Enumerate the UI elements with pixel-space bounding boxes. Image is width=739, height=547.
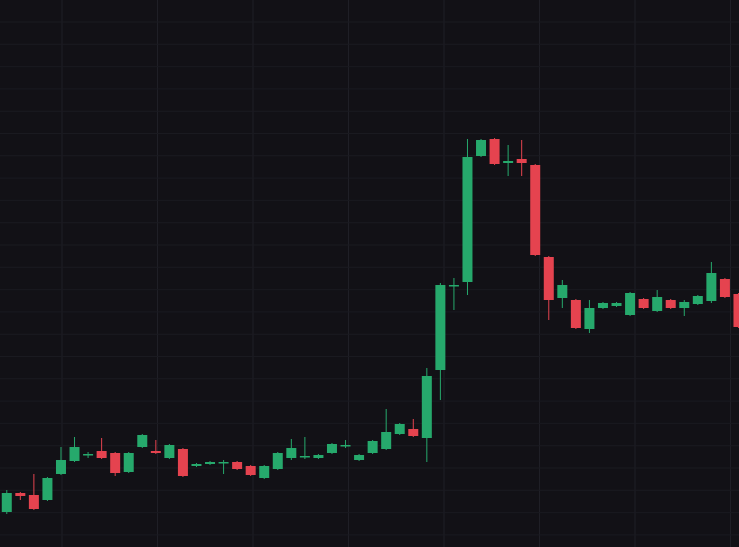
candle-body xyxy=(177,449,188,476)
candle-body xyxy=(340,445,351,447)
candle-body xyxy=(313,455,324,458)
candle-body xyxy=(597,303,608,308)
candle-body xyxy=(476,140,487,156)
candle-body xyxy=(218,462,229,464)
candle-body xyxy=(123,453,134,472)
candle-body xyxy=(272,453,283,469)
candle-body xyxy=(150,451,161,453)
candle-body xyxy=(1,493,12,512)
candle-body xyxy=(733,294,739,327)
candle-body xyxy=(625,293,636,315)
candle-body xyxy=(110,453,121,473)
candle-body xyxy=(503,161,514,163)
candle-body xyxy=(137,435,148,447)
candle-body xyxy=(421,376,432,438)
candle-body xyxy=(232,462,243,469)
candle-body xyxy=(692,296,703,304)
candle-body xyxy=(530,165,541,255)
candle-body xyxy=(638,299,649,308)
candle-body xyxy=(259,466,270,478)
candle-body xyxy=(652,297,663,311)
candle-body xyxy=(28,495,39,509)
candle-body xyxy=(164,445,175,458)
candles xyxy=(1,138,739,514)
candle-body xyxy=(367,441,378,453)
candle-body xyxy=(286,448,297,458)
candle-body xyxy=(448,285,459,287)
candle-body xyxy=(584,308,595,329)
candle-body xyxy=(489,139,500,164)
candle-body xyxy=(245,466,256,475)
candle-body xyxy=(679,302,690,308)
candle-body xyxy=(326,444,337,453)
candle-body xyxy=(408,429,419,436)
candle-body xyxy=(462,157,473,282)
candle-body xyxy=(354,455,365,460)
candle-body xyxy=(543,257,554,300)
candle-body xyxy=(205,462,216,464)
candle-body xyxy=(516,159,527,163)
candle-body xyxy=(665,300,676,308)
candle-body xyxy=(557,285,568,298)
candle-body xyxy=(570,300,581,328)
candle-body xyxy=(96,451,107,458)
candle-body xyxy=(719,279,730,297)
candle-body xyxy=(611,303,622,306)
candle-body xyxy=(15,493,26,496)
candle-body xyxy=(706,273,717,301)
candle-body xyxy=(435,285,446,370)
candle-body xyxy=(83,454,94,456)
candle-body xyxy=(69,447,80,461)
candle-body xyxy=(381,432,392,449)
candle-body xyxy=(55,460,66,474)
candle-body xyxy=(42,478,53,500)
candle-body xyxy=(394,424,405,434)
candle-body xyxy=(191,464,202,466)
candle-body xyxy=(299,456,310,458)
